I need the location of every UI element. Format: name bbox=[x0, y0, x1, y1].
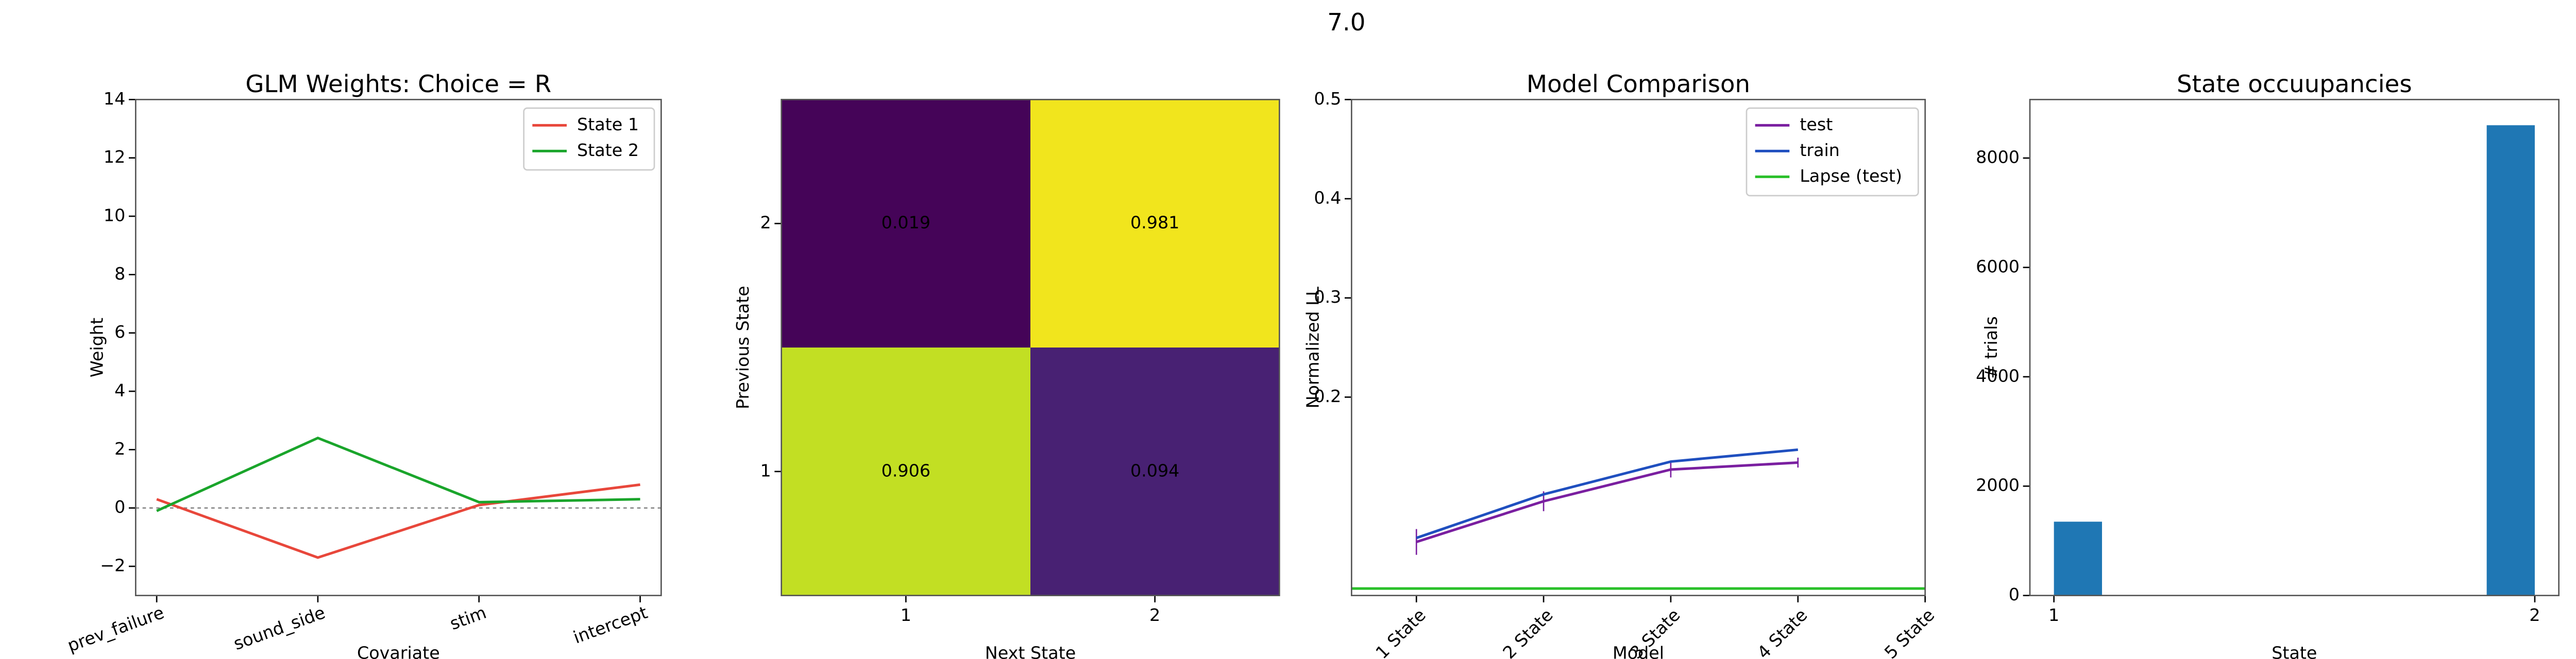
y-tick-label: −2 bbox=[100, 556, 125, 576]
y-tick-label: 14 bbox=[104, 89, 125, 109]
y-tick-label: 12 bbox=[104, 147, 125, 167]
chart: State occuupancies State # trials 0 2000 4000… bbox=[1976, 71, 2560, 659]
chart-title: Model Comparison bbox=[1527, 71, 1750, 98]
cell-label: 0.981 bbox=[1130, 213, 1179, 233]
legend-box bbox=[1745, 107, 1919, 197]
y-tick-label: 4 bbox=[114, 380, 125, 401]
y-tick-label: 0.2 bbox=[1314, 386, 1341, 406]
y-tick-label: 0.5 bbox=[1314, 89, 1341, 109]
y-tick-label: 2000 bbox=[1976, 475, 2020, 495]
x-axis-label: Model bbox=[1613, 643, 1664, 659]
y-tick-label: 4000 bbox=[1976, 366, 2020, 386]
bar bbox=[2486, 125, 2535, 596]
x-axis-label: Next State bbox=[985, 643, 1076, 659]
legend-label: train bbox=[1800, 140, 1840, 160]
y-tick-label: 10 bbox=[104, 205, 125, 226]
y-tick-label: 2 bbox=[114, 439, 125, 459]
x-axis-label: State bbox=[2272, 643, 2317, 659]
series-line bbox=[156, 436, 640, 512]
cell-label: 0.019 bbox=[882, 213, 930, 233]
x-tick-label: 1 bbox=[901, 605, 911, 625]
y-tick-label: 0.3 bbox=[1314, 287, 1341, 307]
legend-box bbox=[523, 107, 655, 171]
y-tick-label: 0 bbox=[114, 497, 125, 517]
plot-frame bbox=[1351, 99, 1926, 596]
y-axis-label: Normalized LL bbox=[1303, 286, 1323, 408]
legend-label: Lapse (test) bbox=[1800, 166, 1902, 186]
heatmap-cell bbox=[781, 99, 1030, 348]
y-tick-label: 8000 bbox=[1976, 147, 2020, 167]
y-tick-label: 1 bbox=[760, 460, 771, 480]
chart-title: State occuupancies bbox=[2177, 71, 2412, 98]
heatmap-cell bbox=[1030, 348, 1280, 596]
y-axis-label: Previous State bbox=[733, 286, 753, 409]
y-tick-label: 0 bbox=[2009, 584, 2020, 604]
y-axis-label: Weight bbox=[87, 318, 107, 377]
y-tick-label: 6000 bbox=[1976, 256, 2020, 276]
heatmap-cell bbox=[1030, 99, 1280, 348]
series-line bbox=[1416, 448, 1799, 540]
plot-frame bbox=[781, 99, 1280, 596]
y-tick-label: 8 bbox=[114, 264, 125, 284]
chart: Next State Previous State 0.906 0.094 0.019 0… bbox=[733, 99, 1280, 659]
y-axis-label: # trials bbox=[1981, 316, 2001, 379]
legend-label: State 1 bbox=[577, 114, 639, 134]
figure-title: 7.0 bbox=[1327, 9, 1365, 37]
plot-frame bbox=[135, 99, 662, 596]
series-line bbox=[156, 483, 640, 559]
legend-label: test bbox=[1800, 114, 1833, 134]
x-axis-label: Covariate bbox=[357, 643, 440, 659]
cell-label: 0.906 bbox=[882, 460, 930, 480]
y-tick-label: 6 bbox=[114, 322, 125, 342]
y-tick-label: 2 bbox=[760, 213, 771, 233]
plot-frame bbox=[2029, 99, 2560, 596]
x-tick-label: 1 bbox=[2048, 605, 2059, 625]
series-line bbox=[1416, 461, 1798, 544]
heatmap-cell bbox=[781, 348, 1030, 596]
y-tick-label: 0.4 bbox=[1314, 188, 1341, 208]
chart-title: GLM Weights: Choice = R bbox=[245, 71, 551, 98]
cell-label: 0.094 bbox=[1130, 460, 1179, 480]
bar bbox=[2054, 522, 2102, 596]
x-tick-label: 2 bbox=[1149, 605, 1160, 625]
x-tick-label: 2 bbox=[2529, 605, 2540, 625]
legend-label: State 2 bbox=[577, 140, 639, 160]
